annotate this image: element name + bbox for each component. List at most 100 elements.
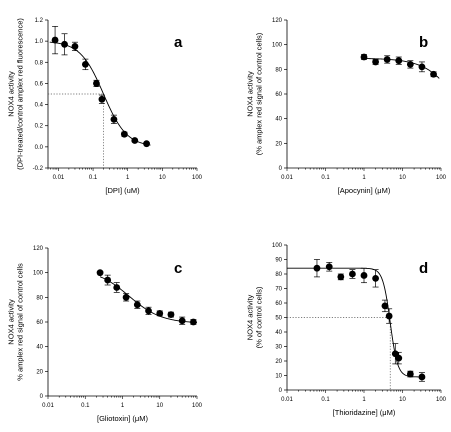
data-point	[337, 273, 345, 281]
y-axis-label-line: (% amplex red signal of control cells)	[255, 32, 264, 155]
data-point	[349, 270, 356, 278]
x-tick-label: 0.01	[42, 403, 54, 409]
x-tick-label: 10	[159, 175, 166, 181]
data-point	[406, 370, 414, 378]
data-point	[113, 284, 121, 291]
x-axis-label: [Gliotoxin] (μM)	[97, 414, 148, 423]
data-point	[122, 293, 130, 301]
data-point	[156, 309, 164, 317]
y-tick-label: 70	[275, 287, 282, 293]
data-point	[133, 301, 141, 309]
x-tick-label: 0.1	[321, 175, 330, 181]
x-tick-label: 0.01	[281, 397, 293, 403]
data-point	[383, 56, 391, 63]
y-tick-label: -0.2	[33, 166, 44, 172]
data-point	[81, 61, 89, 68]
y-axis-label: NOX4 activity(% of control cells)	[246, 286, 264, 348]
y-axis-label: NOX4 activity% amplex red signal of cont…	[7, 263, 25, 381]
data-point	[381, 302, 389, 310]
data-point	[71, 43, 79, 50]
fit-curve	[99, 276, 198, 323]
y-tick-label: 0.8	[35, 60, 44, 66]
data-point	[93, 80, 100, 87]
data-point	[98, 95, 106, 103]
y-tick-label: 0	[40, 394, 44, 400]
y-axis-label-line: NOX4 activity	[7, 299, 16, 345]
panel-letter: d	[419, 260, 428, 277]
data-point	[418, 373, 426, 381]
data-point	[131, 137, 139, 144]
x-tick-label: 100	[192, 403, 203, 409]
data-point	[325, 263, 333, 271]
x-tick-label: 1	[362, 175, 366, 181]
y-tick-label: 30	[275, 345, 282, 351]
y-tick-label: 40	[275, 117, 282, 123]
y-tick-label: 0.4	[35, 103, 44, 109]
x-tick-label: 10	[156, 403, 163, 409]
data-point	[385, 312, 393, 320]
data-point	[360, 272, 368, 279]
data-point	[418, 63, 426, 71]
x-axis-label: [DPI] (uM)	[105, 186, 140, 195]
ec50-reference-line	[287, 317, 391, 390]
data-point	[51, 36, 59, 44]
panel-b: 0 20 40 60 80 100 120 0.01 0.1 1 10 100 [Apocynin] (…	[246, 18, 447, 195]
data-point	[313, 264, 321, 272]
x-tick-label: 10	[399, 175, 406, 181]
y-tick-label: 1.2	[35, 18, 44, 24]
x-tick-label: 0.1	[321, 397, 330, 403]
x-axis-label: [Thioridazine] (μM)	[333, 408, 396, 417]
y-tick-label: 0	[279, 388, 283, 394]
y-tick-label: 0	[279, 166, 283, 172]
y-tick-label: 100	[272, 43, 283, 49]
y-tick-label: 60	[275, 301, 282, 307]
x-axis-label: [Apocynin] (μM)	[338, 186, 391, 195]
y-tick-label: 0.0	[35, 145, 44, 151]
y-tick-label: 100	[272, 243, 283, 249]
x-tick-label: 10	[399, 397, 406, 403]
x-tick-label: 0.01	[53, 175, 65, 181]
data-point	[372, 274, 379, 282]
ec50-reference-line	[48, 93, 104, 168]
data-point	[178, 317, 186, 325]
data-point	[360, 53, 368, 61]
x-tick-label: 0.1	[81, 403, 90, 409]
y-tick-label: 20	[275, 359, 282, 365]
x-tick-label: 100	[436, 397, 447, 403]
data-point	[167, 311, 175, 318]
panel-letter: a	[174, 34, 183, 51]
panel-letter: b	[419, 34, 428, 51]
fit-curve	[287, 267, 422, 378]
y-tick-label: 60	[275, 92, 282, 98]
y-tick-label: 0.2	[35, 124, 44, 130]
y-axis-label-line: % amplex red signal of control cells	[16, 263, 25, 381]
data-point	[110, 115, 118, 123]
y-tick-label: 0.6	[35, 81, 44, 87]
panel-c: 0 20 40 60 80 100 120 0.01 0.1 1 10 100 [Gliotoxin] …	[7, 246, 203, 423]
data-point	[104, 276, 112, 284]
panel-letter: c	[174, 260, 182, 277]
y-tick-label: 120	[272, 18, 283, 24]
data-point	[143, 140, 150, 148]
y-tick-label: 1.0	[35, 39, 44, 45]
data-point	[61, 40, 68, 48]
x-tick-label: 0.01	[281, 175, 293, 181]
data-point	[372, 58, 379, 66]
y-axis-label-line: NOX4 activity	[246, 295, 255, 341]
y-axis-label-line: (DPI-treated/control amplex red fluoresc…	[16, 18, 25, 170]
data-point	[120, 130, 128, 138]
y-tick-label: 80	[275, 67, 282, 73]
y-axis-label-line: NOX4 activity	[7, 71, 16, 117]
x-tick-label: 100	[192, 175, 203, 181]
panel-a: -0.2 0.0 0.2 0.4 0.6 0.8 1.0 1.2 0.01 0.1 1 10 100 [D…	[7, 18, 203, 195]
data-point	[145, 307, 152, 315]
y-tick-label: 20	[275, 141, 282, 147]
x-tick-label: 100	[436, 175, 447, 181]
x-tick-label: 1	[362, 397, 366, 403]
data-point	[395, 354, 403, 362]
y-tick-label: 120	[33, 246, 44, 252]
data-point	[189, 318, 197, 326]
y-tick-label: 100	[33, 271, 44, 277]
x-tick-label: 1	[126, 175, 130, 181]
